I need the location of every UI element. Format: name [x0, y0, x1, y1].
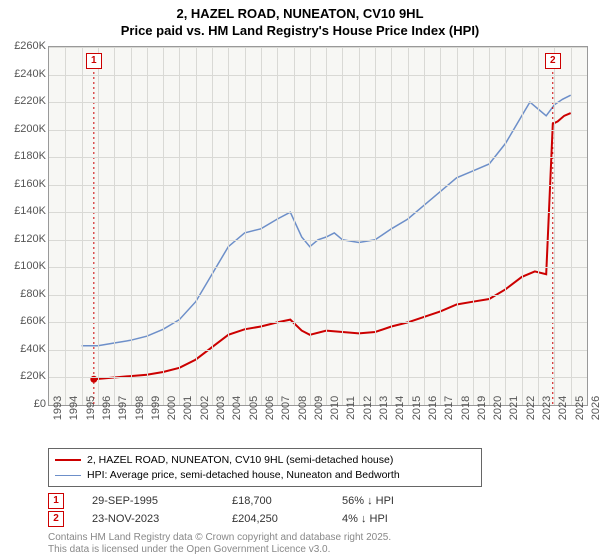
- y-tick-label: £200K: [14, 123, 46, 135]
- title-line-1: 2, HAZEL ROAD, NUNEATON, CV10 9HL: [0, 6, 600, 23]
- chart-title: 2, HAZEL ROAD, NUNEATON, CV10 9HL Price …: [0, 0, 600, 42]
- x-tick-label: 2013: [378, 396, 390, 420]
- x-tick-label: 1994: [68, 396, 80, 420]
- x-tick-label: 2026: [590, 396, 600, 420]
- annotation-table: 1 29-SEP-1995£18,70056% ↓ HPI 2 23-NOV-2023…: [48, 492, 432, 528]
- x-tick-label: 2020: [492, 396, 504, 420]
- footer-line-2: This data is licensed under the Open Gov…: [48, 544, 391, 556]
- y-tick-label: £240K: [14, 68, 46, 80]
- annotation-price: £18,700: [232, 495, 342, 507]
- x-tick-label: 2003: [215, 396, 227, 420]
- x-tick-label: 2016: [427, 396, 439, 420]
- x-tick-label: 2007: [280, 396, 292, 420]
- x-tick-label: 1999: [150, 396, 162, 420]
- y-tick-label: £0: [34, 398, 46, 410]
- annotation-date: 29-SEP-1995: [92, 495, 232, 507]
- x-tick-label: 2002: [199, 396, 211, 420]
- x-tick-label: 1995: [85, 396, 97, 420]
- annotation-price: £204,250: [232, 513, 342, 525]
- x-tick-label: 2004: [231, 396, 243, 420]
- title-line-2: Price paid vs. HM Land Registry's House …: [0, 23, 600, 40]
- y-tick-label: £80K: [20, 288, 46, 300]
- x-tick-label: 2014: [394, 396, 406, 420]
- annotation-marker: 2: [48, 511, 64, 527]
- x-tick-label: 2000: [166, 396, 178, 420]
- footer-line-1: Contains HM Land Registry data © Crown c…: [48, 532, 391, 544]
- y-tick-label: £100K: [14, 260, 46, 272]
- series-line: [94, 113, 571, 379]
- legend-swatch: [55, 459, 81, 461]
- annotation-pct: 4% ↓ HPI: [342, 513, 432, 525]
- x-tick-label: 2001: [182, 396, 194, 420]
- x-tick-label: 2017: [443, 396, 455, 420]
- y-tick-label: £180K: [14, 150, 46, 162]
- marker-box: 1: [86, 53, 102, 69]
- x-tick-label: 2018: [460, 396, 472, 420]
- chart-container: 2, HAZEL ROAD, NUNEATON, CV10 9HL Price …: [0, 0, 600, 560]
- legend-row: HPI: Average price, semi-detached house,…: [55, 468, 475, 483]
- footer-attribution: Contains HM Land Registry data © Crown c…: [48, 532, 391, 556]
- legend-label: HPI: Average price, semi-detached house,…: [87, 468, 400, 483]
- x-tick-label: 1998: [134, 396, 146, 420]
- legend: 2, HAZEL ROAD, NUNEATON, CV10 9HL (semi-…: [48, 448, 482, 487]
- y-tick-label: £20K: [20, 370, 46, 382]
- x-tick-label: 2011: [345, 396, 357, 420]
- x-tick-label: 2008: [297, 396, 309, 420]
- y-tick-label: £120K: [14, 233, 46, 245]
- x-tick-label: 2006: [264, 396, 276, 420]
- x-tick-label: 2019: [476, 396, 488, 420]
- plot-area: 12: [48, 46, 588, 406]
- marker-box: 2: [545, 53, 561, 69]
- annotation-pct: 56% ↓ HPI: [342, 495, 432, 507]
- legend-label: 2, HAZEL ROAD, NUNEATON, CV10 9HL (semi-…: [87, 453, 393, 468]
- x-tick-label: 1996: [101, 396, 113, 420]
- x-tick-label: 2025: [574, 396, 586, 420]
- x-tick-label: 2009: [313, 396, 325, 420]
- x-tick-label: 2005: [248, 396, 260, 420]
- x-tick-label: 2022: [525, 396, 537, 420]
- x-tick-label: 2021: [508, 396, 520, 420]
- y-tick-label: £160K: [14, 178, 46, 190]
- x-tick-label: 2024: [557, 396, 569, 420]
- y-tick-label: £220K: [14, 95, 46, 107]
- y-tick-label: £40K: [20, 343, 46, 355]
- x-tick-label: 2012: [362, 396, 374, 420]
- x-tick-label: 2023: [541, 396, 553, 420]
- x-tick-label: 1993: [52, 396, 64, 420]
- y-tick-label: £60K: [20, 315, 46, 327]
- x-tick-label: 1997: [117, 396, 129, 420]
- x-tick-label: 2015: [411, 396, 423, 420]
- annotation-marker: 1: [48, 493, 64, 509]
- y-tick-label: £140K: [14, 205, 46, 217]
- legend-swatch: [55, 475, 81, 476]
- x-tick-label: 2010: [329, 396, 341, 420]
- annotation-row: 2 23-NOV-2023£204,2504% ↓ HPI: [48, 510, 432, 528]
- y-tick-label: £260K: [14, 40, 46, 52]
- annotation-date: 23-NOV-2023: [92, 513, 232, 525]
- annotation-row: 1 29-SEP-1995£18,70056% ↓ HPI: [48, 492, 432, 510]
- legend-row: 2, HAZEL ROAD, NUNEATON, CV10 9HL (semi-…: [55, 453, 475, 468]
